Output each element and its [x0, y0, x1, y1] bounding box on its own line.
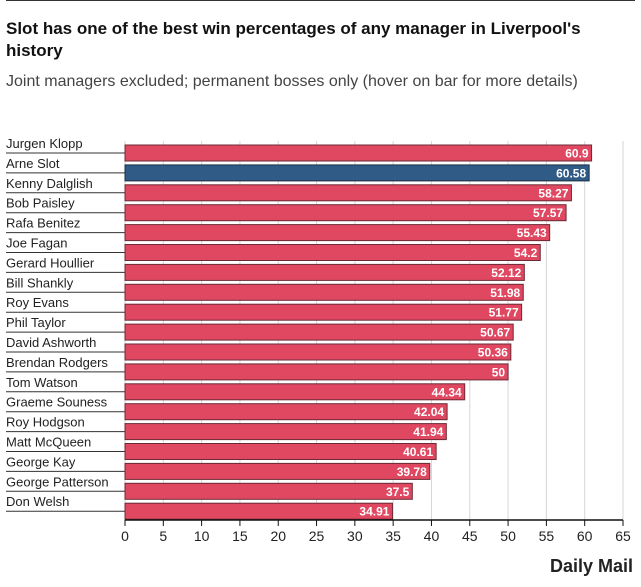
data-label: 50 — [492, 365, 506, 379]
data-label: 57.57 — [533, 206, 563, 220]
bar[interactable] — [124, 423, 447, 441]
top-rule — [6, 0, 635, 1]
category-label: Jurgen Klopp — [6, 136, 83, 151]
daily-mail-logo: Daily Mail — [549, 556, 633, 576]
bar[interactable] — [124, 403, 448, 421]
chart-title: Slot has one of the best win percentages… — [6, 19, 581, 60]
category-label: Bill Shankly — [6, 275, 74, 290]
category-label: Kenny Dalglish — [6, 176, 93, 191]
bar[interactable] — [124, 343, 512, 361]
category-label: Graeme Souness — [6, 395, 108, 410]
x-tick-label: 30 — [347, 528, 363, 544]
x-tick-label: 0 — [121, 528, 129, 544]
bar[interactable] — [124, 263, 525, 281]
category-label: Rafa Benitez — [6, 216, 80, 231]
category-label: Bob Paisley — [6, 196, 75, 211]
chart-subtitle: Joint managers excluded; permanent bosse… — [6, 73, 578, 90]
bar[interactable] — [124, 144, 593, 162]
data-label: 50.67 — [480, 326, 510, 340]
bar[interactable] — [124, 443, 437, 460]
x-tick-label: 35 — [385, 528, 401, 544]
x-tick-label: 50 — [500, 528, 516, 544]
x-tick-label: 5 — [159, 528, 167, 544]
data-label: 50.36 — [478, 346, 508, 360]
x-tick-label: 40 — [424, 528, 440, 544]
bar[interactable] — [124, 224, 551, 242]
data-label: 37.5 — [386, 485, 410, 499]
category-label: Phil Taylor — [6, 315, 66, 330]
data-label: 54.2 — [514, 246, 538, 260]
data-label: 40.61 — [403, 445, 433, 459]
data-label: 44.34 — [432, 385, 462, 399]
bar[interactable] — [124, 462, 431, 480]
x-tick-label: 15 — [232, 528, 248, 544]
category-label: Don Welsh — [6, 494, 69, 509]
data-label: 55.43 — [517, 226, 547, 240]
category-label: Tom Watson — [6, 375, 78, 390]
category-label: David Ashworth — [6, 335, 96, 350]
data-label: 52.12 — [491, 266, 521, 280]
x-tick-label: 55 — [539, 528, 555, 544]
x-tick-label: 10 — [194, 528, 210, 544]
bar[interactable] — [124, 363, 509, 381]
bar[interactable] — [124, 204, 567, 222]
bar[interactable] — [124, 303, 523, 321]
data-label: 60.9 — [565, 147, 589, 161]
x-tick-label: 20 — [270, 528, 286, 544]
category-label: Arne Slot — [6, 156, 60, 171]
category-label: George Kay — [6, 454, 76, 469]
data-label: 41.94 — [413, 425, 443, 439]
data-label: 42.04 — [414, 405, 444, 419]
category-label: George Patterson — [6, 474, 109, 489]
data-label: 51.77 — [489, 306, 519, 320]
x-tick-label: 65 — [615, 528, 631, 544]
category-label: Brendan Rodgers — [6, 355, 108, 370]
x-tick-label: 60 — [577, 528, 593, 544]
category-label: Roy Hodgson — [6, 415, 85, 430]
bar[interactable] — [124, 502, 393, 520]
category-label: Gerard Houllier — [6, 255, 95, 270]
bar[interactable] — [124, 482, 413, 500]
data-label: 51.98 — [490, 286, 520, 300]
data-label: 39.78 — [397, 465, 427, 479]
data-label: 34.91 — [359, 505, 389, 519]
category-label: Matt McQueen — [6, 435, 91, 450]
x-tick-label: 45 — [462, 528, 478, 544]
bar[interactable] — [124, 164, 590, 182]
bar[interactable] — [124, 184, 572, 202]
bar[interactable] — [124, 383, 466, 401]
x-tick-label: 25 — [309, 528, 325, 544]
data-label: 58.27 — [538, 186, 568, 200]
data-label: 60.58 — [556, 166, 586, 180]
bar[interactable] — [124, 323, 514, 341]
category-label: Roy Evans — [6, 295, 69, 310]
bar[interactable] — [124, 283, 524, 301]
bar[interactable] — [124, 244, 541, 261]
category-label: Joe Fagan — [6, 236, 67, 251]
